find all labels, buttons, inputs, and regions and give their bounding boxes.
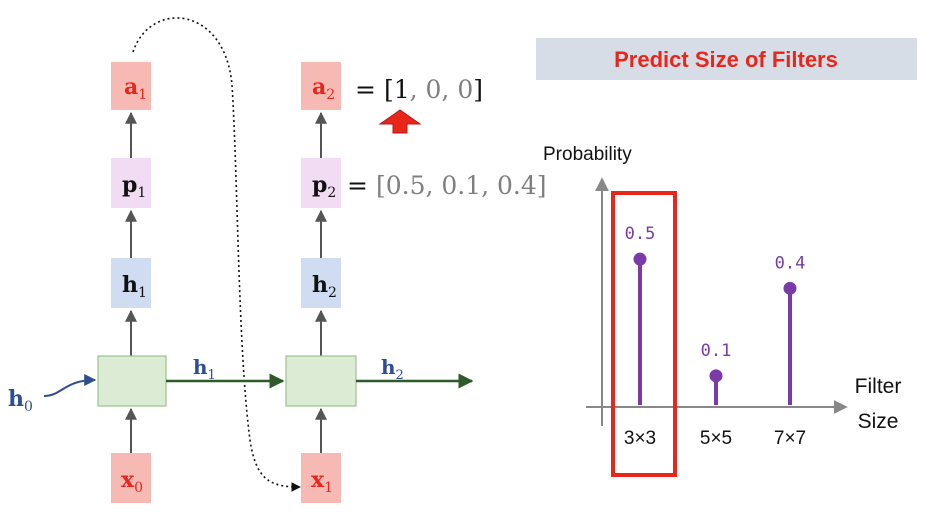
p2-equation: = [0.5, 0.1, 0.4] <box>347 171 547 200</box>
h1-box <box>111 258 151 308</box>
chart-title-banner <box>536 38 917 80</box>
value-label-3: 0.4 <box>775 253 806 273</box>
stem-point-3 <box>783 281 797 295</box>
category-label-1: 3×3 <box>624 428 656 449</box>
stem-point-2 <box>709 369 723 383</box>
h1-recurrent-label: h1 <box>193 355 216 383</box>
value-label-2: 0.1 <box>701 341 732 361</box>
h1-label: h1 <box>122 272 147 301</box>
feedback-dotted-arrow <box>132 17 301 492</box>
h0-label: h0 <box>8 386 33 415</box>
chart-marks: 0.5 3×3 0.1 5×5 0.4 7×7 <box>624 224 806 449</box>
h2-box <box>301 258 341 308</box>
rnn-cell-1 <box>97 355 167 407</box>
a1-box <box>111 62 151 110</box>
p1-label: p1 <box>122 172 146 201</box>
category-label-3: 7×7 <box>774 428 806 449</box>
x-axis-label-line1: Filter <box>855 375 902 398</box>
rnn-step-1: a1 p1 h1 x0 <box>97 62 167 503</box>
x-axis-label-line2: Size <box>858 410 899 433</box>
value-label-1: 0.5 <box>625 224 656 244</box>
x1-box <box>301 453 341 503</box>
x1-label: x1 <box>311 467 333 496</box>
category-label-2: 5×5 <box>700 428 732 449</box>
a1-label: a1 <box>124 74 147 103</box>
rnn-cell-2 <box>285 355 357 407</box>
x0-label: x0 <box>121 467 143 496</box>
p2-label: p2 <box>312 172 336 201</box>
h0-arrow <box>43 374 97 397</box>
stem-point-1 <box>633 252 647 266</box>
p1-box <box>111 158 151 208</box>
selected-value-up-arrow <box>378 109 422 134</box>
a2-box <box>301 62 341 110</box>
chart-title: Predict Size of Filters <box>614 47 838 72</box>
x0-box <box>111 453 151 503</box>
h2-output-label: h2 <box>381 355 404 383</box>
h2-label: h2 <box>312 272 337 301</box>
p2-box <box>301 158 341 208</box>
a2-label: a2 <box>312 74 335 103</box>
rnn-step-2: a2 p2 h2 x1 <box>285 62 357 503</box>
highlight-box <box>611 191 677 477</box>
y-axis-label: Probability <box>543 144 632 165</box>
a2-equation: = [1, 0, 0] <box>355 75 483 104</box>
